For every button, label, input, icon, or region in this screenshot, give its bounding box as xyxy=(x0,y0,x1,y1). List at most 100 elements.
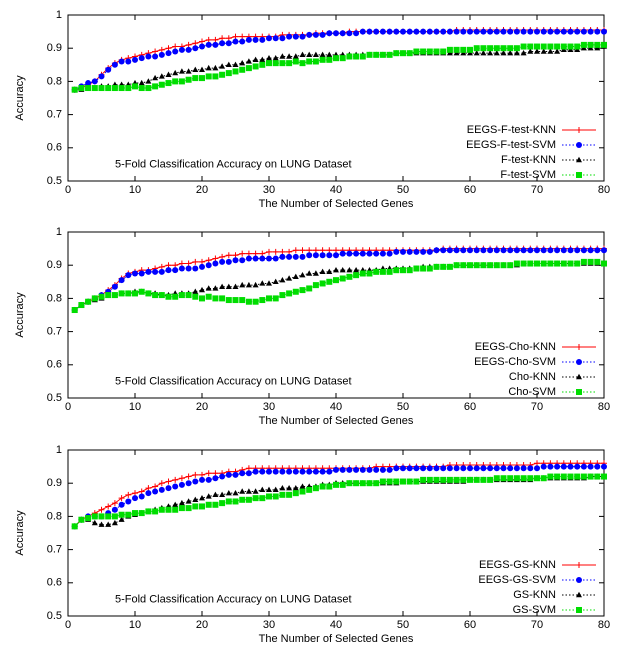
marker xyxy=(527,465,534,472)
marker xyxy=(286,491,293,498)
y-tick-label: 0.6 xyxy=(47,359,62,371)
marker xyxy=(279,491,286,498)
marker xyxy=(219,491,226,498)
marker xyxy=(292,253,299,260)
x-tick-label: 80 xyxy=(598,401,610,413)
marker xyxy=(105,521,112,527)
marker xyxy=(520,28,527,35)
marker xyxy=(239,297,246,304)
marker xyxy=(205,470,212,477)
marker xyxy=(272,468,279,475)
marker xyxy=(393,28,400,35)
marker xyxy=(386,250,393,257)
legend-label: EEGS-F-test-SVM xyxy=(466,139,556,151)
marker xyxy=(78,85,85,92)
marker xyxy=(594,28,601,35)
marker xyxy=(319,252,326,259)
marker xyxy=(239,38,246,45)
marker xyxy=(252,468,259,475)
marker xyxy=(185,498,192,504)
marker xyxy=(520,247,527,254)
marker xyxy=(527,247,534,254)
marker xyxy=(433,465,440,472)
marker xyxy=(152,508,159,515)
marker xyxy=(326,268,333,275)
marker xyxy=(446,28,453,35)
marker xyxy=(292,484,299,491)
y-axis-label: Accuracy xyxy=(14,292,26,338)
marker xyxy=(594,41,601,48)
marker xyxy=(473,262,480,269)
marker xyxy=(306,486,313,493)
marker xyxy=(574,473,581,480)
marker xyxy=(118,495,125,502)
marker xyxy=(453,476,460,483)
marker xyxy=(547,260,554,267)
marker xyxy=(225,297,232,304)
marker xyxy=(286,290,293,297)
marker xyxy=(527,48,534,54)
marker xyxy=(71,86,78,93)
marker xyxy=(420,265,427,272)
legend-label: F-test-SVM xyxy=(500,169,556,181)
marker xyxy=(346,266,353,273)
marker xyxy=(192,66,199,72)
x-tick-label: 20 xyxy=(196,184,208,196)
marker xyxy=(413,28,420,35)
marker xyxy=(245,496,252,503)
marker xyxy=(359,466,366,473)
marker xyxy=(534,48,540,54)
marker xyxy=(306,58,313,65)
marker xyxy=(547,473,554,480)
marker xyxy=(219,258,226,265)
y-tick-label: 0.7 xyxy=(47,544,62,556)
marker xyxy=(386,268,393,275)
legend-marker xyxy=(576,344,582,350)
marker xyxy=(400,478,406,485)
marker xyxy=(152,74,159,81)
marker xyxy=(279,276,286,283)
marker xyxy=(225,61,232,67)
marker xyxy=(393,267,400,274)
marker xyxy=(534,465,540,472)
marker xyxy=(513,45,520,52)
marker xyxy=(286,275,293,281)
marker xyxy=(105,85,112,92)
marker xyxy=(219,295,226,302)
marker xyxy=(507,49,514,56)
marker xyxy=(232,297,239,304)
marker xyxy=(594,473,601,480)
legend-label: F-test-KNN xyxy=(501,154,556,166)
marker xyxy=(232,471,239,478)
marker xyxy=(292,58,299,65)
marker xyxy=(286,60,293,67)
marker xyxy=(225,471,232,478)
marker xyxy=(85,85,92,92)
marker xyxy=(245,298,252,305)
marker xyxy=(225,252,232,259)
marker xyxy=(373,51,380,58)
marker xyxy=(232,498,239,505)
marker xyxy=(346,53,353,60)
marker xyxy=(252,255,259,262)
marker xyxy=(547,43,554,50)
marker xyxy=(239,66,246,73)
marker xyxy=(138,510,145,517)
marker xyxy=(580,28,587,35)
marker xyxy=(366,466,373,473)
marker xyxy=(440,28,447,35)
marker xyxy=(540,28,547,35)
marker xyxy=(71,307,78,314)
marker xyxy=(212,475,219,482)
marker xyxy=(125,511,132,518)
marker xyxy=(172,48,179,55)
marker xyxy=(199,295,205,302)
marker xyxy=(292,468,299,475)
marker xyxy=(85,80,92,87)
marker xyxy=(205,476,212,483)
marker xyxy=(554,260,561,267)
legend-marker xyxy=(576,373,582,380)
x-tick-label: 10 xyxy=(129,401,141,413)
marker xyxy=(98,293,105,300)
marker xyxy=(266,493,272,500)
